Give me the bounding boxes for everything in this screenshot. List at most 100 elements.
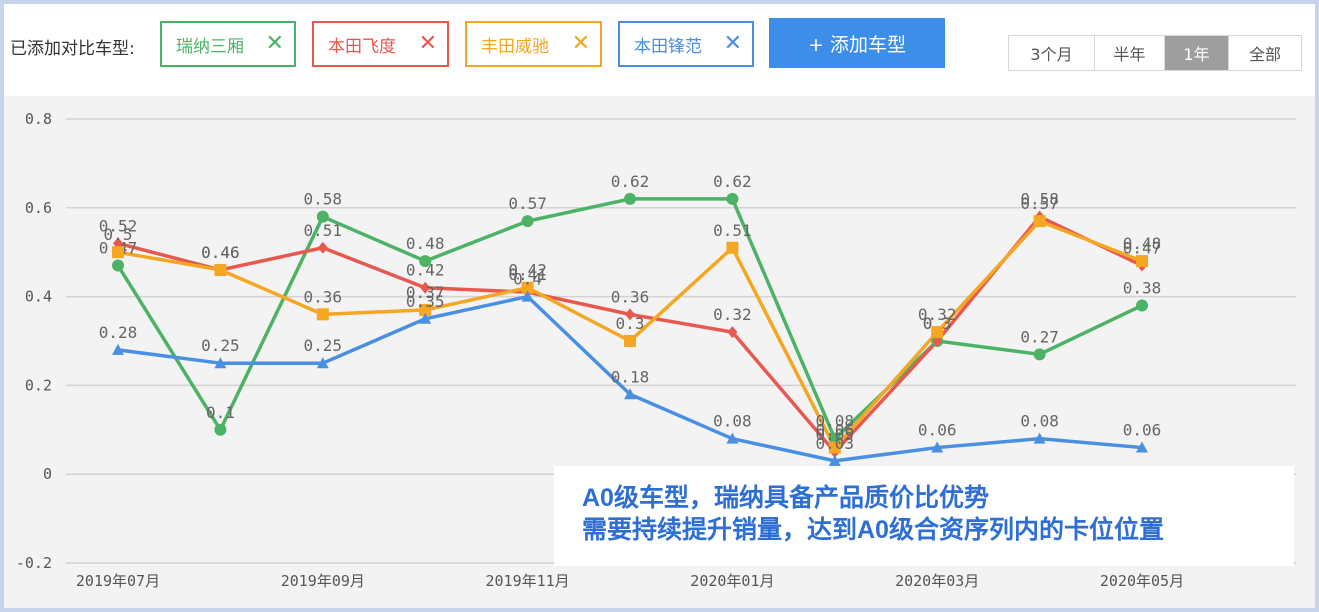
data-point [521,290,534,302]
callout-line-2: 需要持续提升销量，达到A0级合资序列内的卡位位置 [582,516,1164,544]
data-label: 0.4 [513,270,542,289]
data-point [316,210,329,223]
data-point [828,454,841,466]
data-label: 0.36 [611,287,650,306]
y-tick-label: 0.6 [25,199,52,217]
data-label: 0.25 [304,336,343,355]
data-label: 0.46 [201,243,240,262]
data-label: 0.08 [1020,412,1059,431]
remove-model-icon[interactable]: ✕ [571,31,590,56]
data-point [931,441,944,453]
data-label: 0.62 [713,172,752,191]
data-label: 0.58 [304,190,343,209]
data-label: 0.5 [104,225,133,244]
added-models-label: 已添加对比车型: [10,39,135,59]
data-point [1033,348,1046,361]
x-tick-label: 2020年03月 [895,572,979,590]
data-point [1033,215,1046,228]
range-tab[interactable]: 全部 [1229,36,1301,70]
page-frame: 已添加对比车型: 瑞纳三厢 ✕ 本田飞度 ✕ 丰田威驰 ✕ 本田锋范 ✕ + 添加车型 3个月… [4,4,1315,608]
y-tick-label: 0.8 [25,110,52,128]
remove-model-icon[interactable]: ✕ [723,31,742,56]
data-point [1033,432,1046,444]
x-tick-label: 2019年11月 [486,572,570,590]
data-label: 0.1 [206,403,235,422]
data-point [521,215,534,228]
data-label: 0.57 [1020,194,1059,213]
data-point [726,432,739,444]
y-tick-label: 0.2 [25,376,52,394]
data-point [1136,255,1148,268]
model-chip[interactable]: 丰田威驰 ✕ [465,21,602,67]
model-chip-label: 瑞纳三厢 [176,36,244,57]
model-chip[interactable]: 本田飞度 ✕ [312,21,449,67]
data-label: 0.51 [304,221,343,240]
data-label: 0.52 [99,216,138,235]
data-point [624,388,636,400]
data-point [214,423,227,436]
data-label: 0.41 [508,265,547,284]
data-label: 0.47 [1123,239,1162,258]
data-point [625,308,635,321]
data-point [214,357,227,369]
x-tick-label: 2020年05月 [1100,572,1184,590]
data-label: 0.38 [1123,278,1162,297]
series-line [117,219,1143,450]
model-chip-label: 丰田威驰 [481,36,549,57]
model-chip-label: 本田锋范 [634,36,702,57]
data-point [1136,299,1148,312]
data-label: 0.36 [304,287,343,306]
data-label: 0.3 [616,314,645,333]
data-label: 0.3 [923,314,952,333]
data-label: 0.51 [713,221,752,240]
data-label: 0.3 [923,314,952,333]
data-label: 0.06 [816,421,855,440]
y-tick-label: 0 [43,465,52,483]
model-chip-label: 本田飞度 [328,36,396,57]
series-line [117,214,1143,454]
data-point [316,357,329,369]
data-point [727,326,738,339]
range-tab[interactable]: 半年 [1095,36,1165,70]
data-point [1136,441,1148,453]
model-chip[interactable]: 瑞纳三厢 ✕ [160,21,296,67]
data-point [316,308,329,321]
data-label: 0.03 [816,434,855,453]
range-tab[interactable]: 1年 [1165,36,1229,70]
data-label: 0.06 [918,421,957,440]
remove-model-icon[interactable]: ✕ [265,31,284,56]
data-point [726,241,739,254]
data-point [317,241,328,254]
data-label: 0.18 [611,367,650,386]
data-point [420,281,431,294]
data-point [419,255,432,268]
data-point [931,326,944,339]
data-point [828,441,841,454]
data-point [214,263,227,276]
data-label: 0.27 [1020,327,1059,346]
data-label: 0.37 [406,283,445,302]
data-point [112,259,124,272]
model-chip[interactable]: 本田锋范 ✕ [618,21,754,67]
x-tick-label: 2020年01月 [690,572,774,590]
callout-line-1: A0级车型，瑞纳具备产品质价比优势 [582,484,989,512]
x-tick-label: 2019年07月 [76,572,160,590]
x-tick-label: 2019年09月 [281,572,365,590]
data-label: 0.57 [508,194,547,213]
data-label: 0.06 [1123,421,1162,440]
data-label: 0.48 [406,234,445,253]
data-label: 0.08 [816,412,855,431]
data-label: 0.58 [1020,190,1059,209]
data-label: 0.48 [1123,234,1162,253]
y-tick-label: -0.2 [16,554,52,572]
data-label: 0.32 [918,305,957,324]
data-label: 0.46 [201,243,240,262]
data-label: 0.05 [816,425,855,444]
range-tab[interactable]: 3个月 [1009,36,1095,70]
add-model-button[interactable]: + 添加车型 [769,18,945,68]
remove-model-icon[interactable]: ✕ [418,31,437,56]
y-tick-label: 0.4 [25,288,52,306]
data-point [112,246,124,259]
data-point [521,281,534,294]
data-label: 0.08 [713,412,752,431]
